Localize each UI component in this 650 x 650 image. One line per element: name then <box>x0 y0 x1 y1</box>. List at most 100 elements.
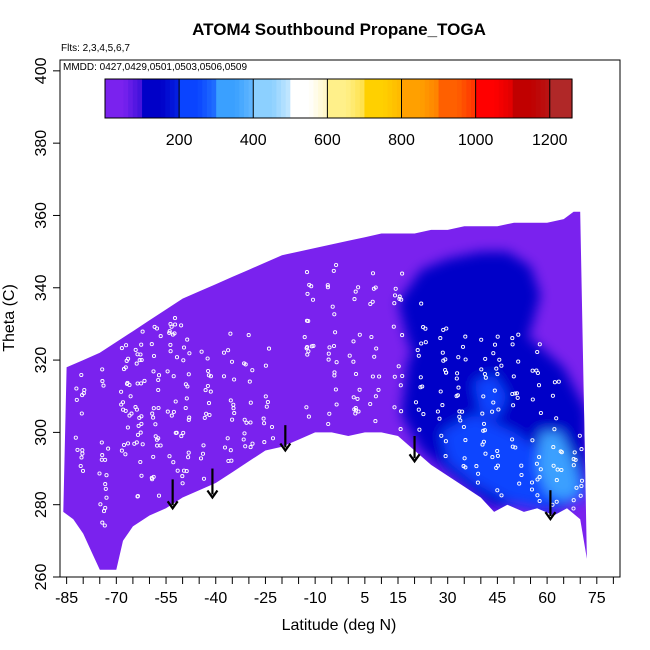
sample-point <box>492 388 497 393</box>
colorbar-swatch <box>299 79 305 118</box>
sample-point <box>123 452 128 457</box>
sample-point <box>306 414 311 419</box>
sample-point <box>206 373 211 378</box>
y-tick-label: 300 <box>33 419 50 446</box>
colorbar-swatch <box>313 79 319 118</box>
sample-point <box>326 351 331 356</box>
sample-point <box>156 387 161 393</box>
sample-point <box>325 283 330 288</box>
sample-point <box>333 330 338 335</box>
colorbar-swatch <box>285 79 291 118</box>
sample-point <box>330 304 335 309</box>
colorbar-swatch <box>503 79 509 118</box>
profile-arrow-head <box>206 489 219 500</box>
sample-point <box>476 471 481 476</box>
sample-point <box>579 447 584 452</box>
sample-point <box>552 380 557 385</box>
sample-point <box>165 409 170 414</box>
sample-point <box>413 400 419 405</box>
sample-point <box>355 396 360 401</box>
colorbar-ticks <box>178 79 551 118</box>
sample-point <box>377 374 382 379</box>
sample-point <box>494 366 499 371</box>
sample-point <box>463 357 468 362</box>
y-tick-label: 340 <box>33 274 50 301</box>
x-tick-label: 30 <box>439 590 457 607</box>
colorbar-swatch <box>257 79 264 118</box>
sample-point <box>538 410 543 416</box>
sample-point <box>154 437 159 442</box>
sample-point <box>246 333 251 338</box>
plot-frame <box>59 59 621 578</box>
colorbar-swatch <box>114 79 120 118</box>
y-tick-label: 280 <box>33 491 50 518</box>
chart-title: ATOM4 Southbound Propane_TOGA <box>192 20 486 39</box>
sample-point <box>173 399 178 404</box>
sample-point <box>463 438 468 443</box>
sample-point <box>530 438 535 443</box>
region-plume-b <box>543 454 567 487</box>
sample-point <box>102 523 107 528</box>
sample-point <box>440 403 445 408</box>
colorbar-swatch <box>202 79 208 118</box>
sample-point <box>534 461 539 466</box>
sample-point <box>331 343 337 349</box>
sample-point <box>179 323 184 328</box>
sample-point <box>441 327 446 332</box>
sample-point <box>199 349 204 354</box>
colorbar-swatch <box>420 79 426 118</box>
sample-point <box>99 457 104 462</box>
colorbar-swatch <box>452 79 458 118</box>
sample-point <box>537 475 542 480</box>
sample-point <box>480 442 485 447</box>
sample-point <box>571 463 576 468</box>
sample-point <box>353 408 359 413</box>
sample-point <box>537 498 542 504</box>
sample-point <box>510 391 515 397</box>
sample-point <box>352 297 357 302</box>
colorbar-swatch <box>396 79 403 118</box>
colorbar-swatch <box>461 79 467 118</box>
sample-point <box>373 394 378 399</box>
sample-point <box>376 387 381 392</box>
sample-point <box>151 406 156 411</box>
colorbar-tick-label: 800 <box>388 132 415 149</box>
colorbar-swatch <box>540 79 546 118</box>
sample-point <box>139 357 144 363</box>
sample-point <box>100 379 105 384</box>
colorbar-swatch <box>484 79 491 118</box>
sample-point <box>135 494 140 499</box>
sample-point <box>158 334 163 339</box>
x-axis-label: Latitude (deg N) <box>282 617 397 634</box>
sample-point <box>230 417 235 422</box>
sample-point <box>310 297 316 302</box>
colorbar-swatch <box>549 79 554 118</box>
sample-point <box>556 379 561 384</box>
y-axis: 260 280 300 320 340 360 380 400 <box>33 57 60 590</box>
x-tick-label: -70 <box>105 590 128 607</box>
colorbar-tick-label: 400 <box>240 132 267 149</box>
sample-point <box>579 478 585 483</box>
flights-label: Flts: 2,3,4,5,6,7 <box>61 43 130 54</box>
sample-point <box>181 430 186 435</box>
sample-point <box>511 403 516 408</box>
sample-point <box>153 422 158 427</box>
sample-point <box>309 284 314 289</box>
colorbar-swatch <box>359 79 366 118</box>
colorbar-swatch <box>253 79 259 118</box>
colorbar-swatch <box>387 79 393 118</box>
sample-point <box>151 474 156 479</box>
colorbar-labels: 200 400 600 800 1000 1200 <box>166 132 568 149</box>
sample-point <box>248 420 253 425</box>
sample-point <box>243 362 248 367</box>
sample-point <box>435 409 440 414</box>
sample-point <box>554 499 559 504</box>
sample-point <box>439 433 444 438</box>
sample-point <box>535 493 540 498</box>
sample-point <box>483 451 488 456</box>
colorbar-swatch <box>271 79 278 118</box>
sample-point <box>304 346 309 351</box>
colorbar-swatch <box>336 79 342 118</box>
sample-point <box>263 394 268 399</box>
sample-point <box>137 358 142 363</box>
